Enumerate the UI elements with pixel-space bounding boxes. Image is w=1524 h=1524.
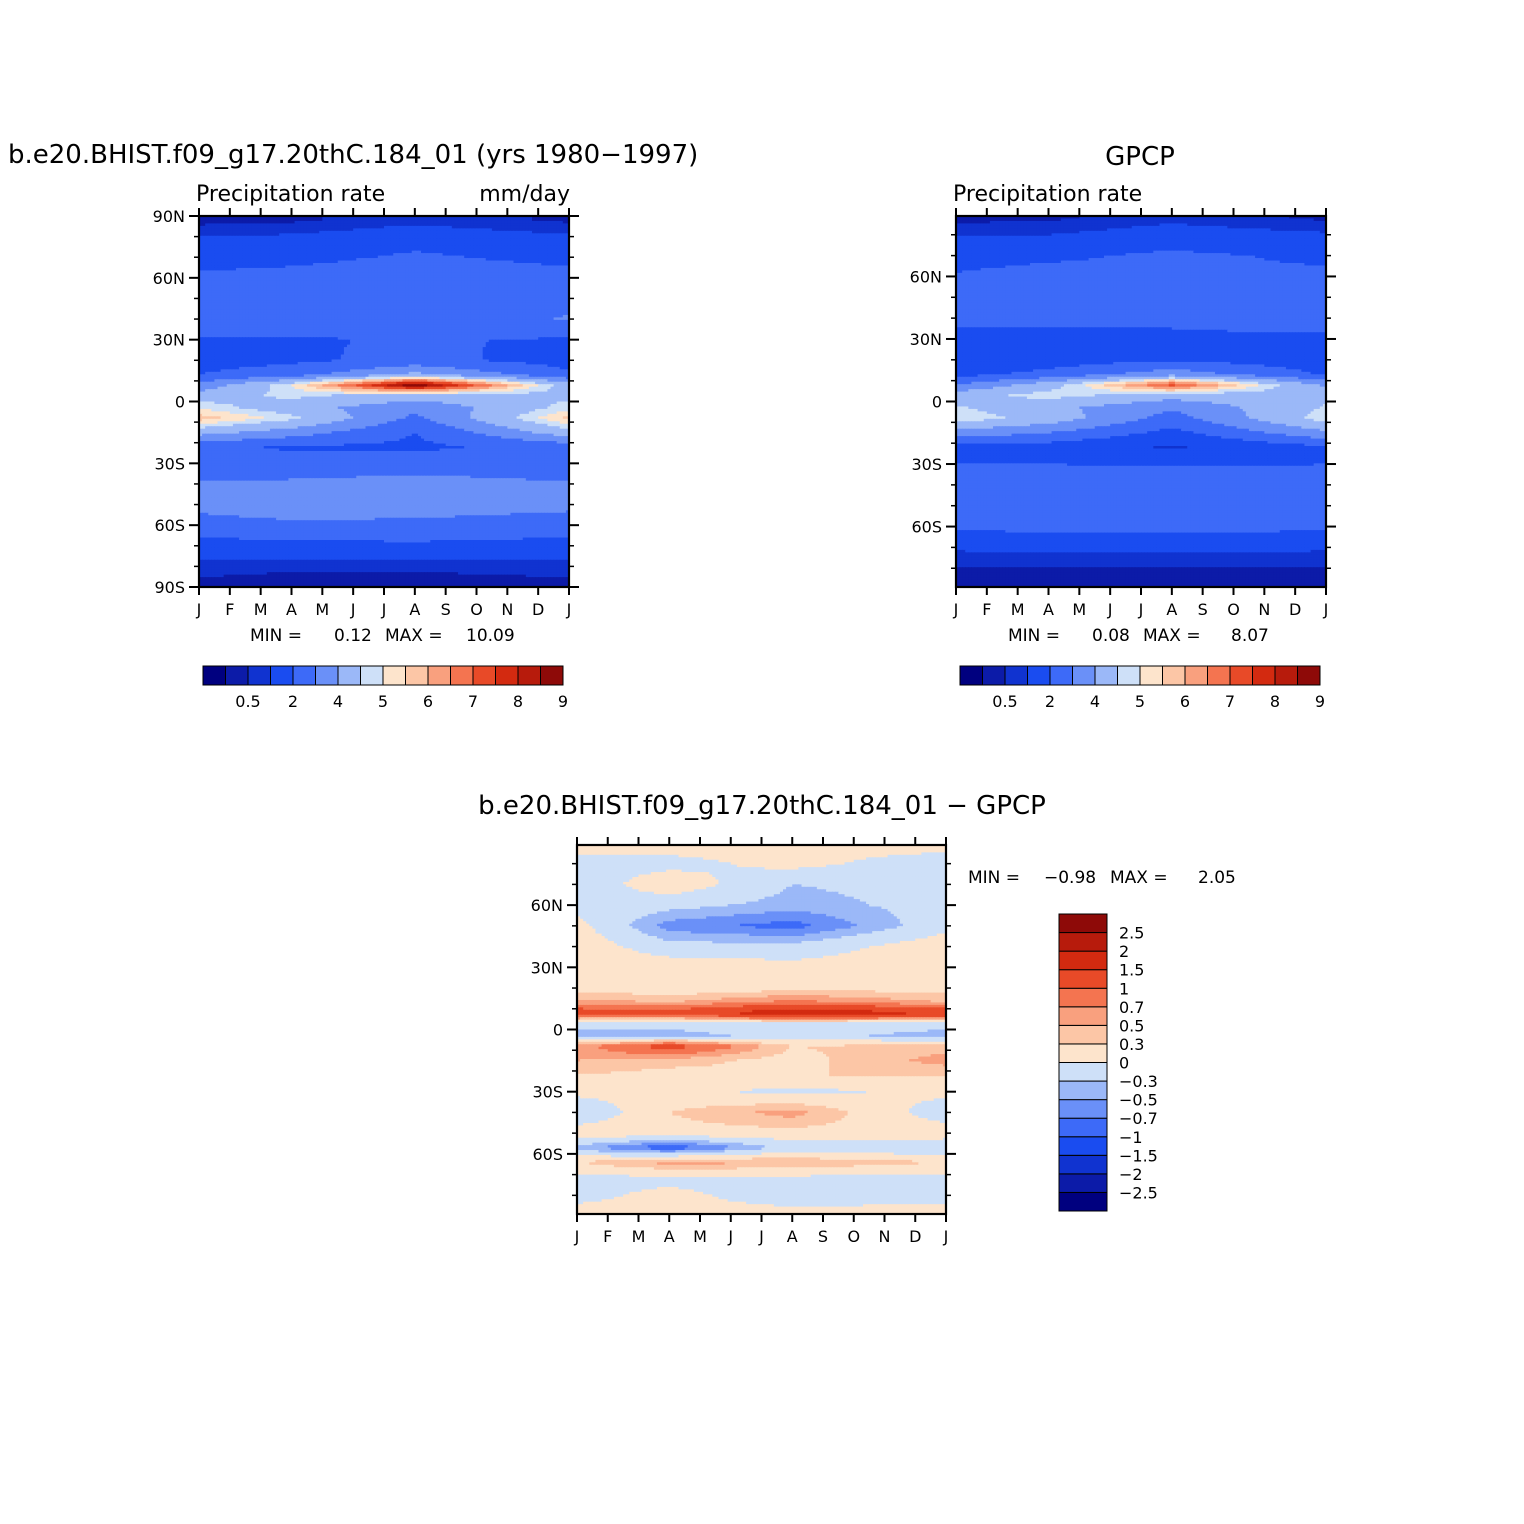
panel-model-subtitle-right: mm/day [479, 182, 570, 207]
panel-model: b.e20.BHIST.f09_g17.20thC.184_01 (yrs 19… [8, 140, 698, 711]
panel-model-subtitle-left: Precipitation rate [196, 182, 385, 207]
panel-model-field [199, 216, 570, 588]
panel-model-title: b.e20.BHIST.f09_g17.20thC.184_01 (yrs 19… [8, 140, 698, 170]
